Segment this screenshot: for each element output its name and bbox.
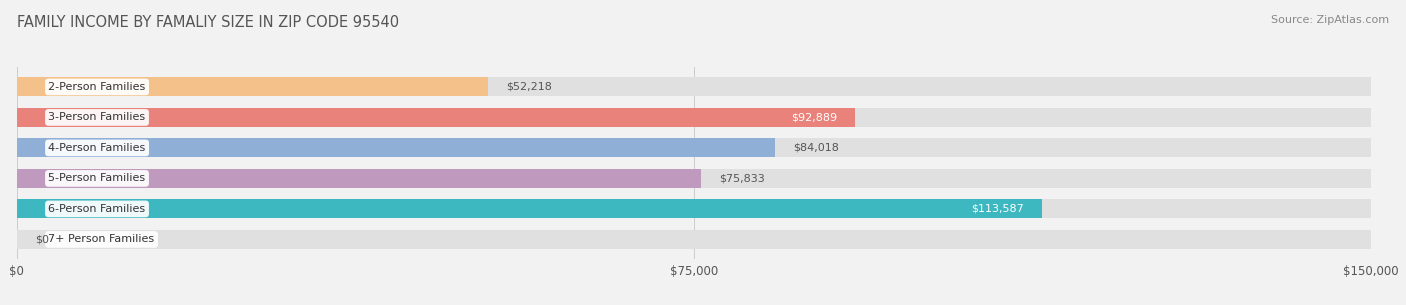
Bar	[17, 138, 775, 157]
Text: 3-Person Families: 3-Person Families	[48, 113, 146, 122]
Text: 6-Person Families: 6-Person Families	[48, 204, 146, 214]
Bar	[17, 199, 1371, 218]
Text: 4-Person Families: 4-Person Families	[48, 143, 146, 153]
Text: 7+ Person Families: 7+ Person Families	[48, 235, 155, 244]
Text: $52,218: $52,218	[506, 82, 553, 92]
Text: $92,889: $92,889	[792, 113, 838, 122]
Text: Source: ZipAtlas.com: Source: ZipAtlas.com	[1271, 15, 1389, 25]
Bar	[17, 199, 1042, 218]
Bar	[17, 138, 1371, 157]
Bar	[17, 230, 1371, 249]
Text: 5-Person Families: 5-Person Families	[48, 174, 146, 183]
Text: $113,587: $113,587	[972, 204, 1024, 214]
Bar	[17, 169, 1371, 188]
Text: $0: $0	[35, 235, 49, 244]
Text: $84,018: $84,018	[793, 143, 839, 153]
Text: 2-Person Families: 2-Person Families	[48, 82, 146, 92]
Bar	[17, 169, 702, 188]
Text: FAMILY INCOME BY FAMALIY SIZE IN ZIP CODE 95540: FAMILY INCOME BY FAMALIY SIZE IN ZIP COD…	[17, 15, 399, 30]
Bar	[17, 77, 1371, 96]
Bar	[17, 77, 488, 96]
Text: $75,833: $75,833	[720, 174, 765, 183]
Bar	[17, 108, 1371, 127]
Bar	[17, 108, 855, 127]
